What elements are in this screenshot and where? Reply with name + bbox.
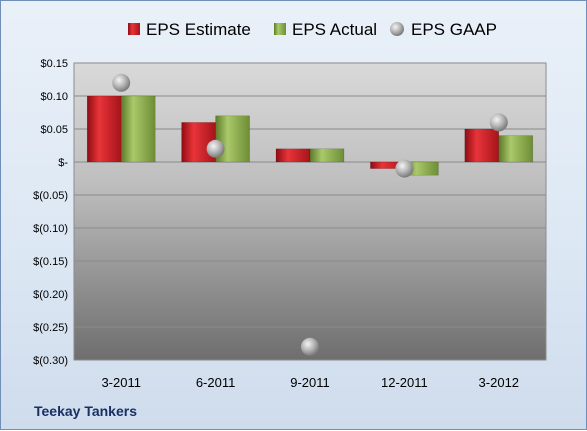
y-axis-ticks: $0.15 $0.10 $0.05 $- $(0.05) $(0.10) $(0.15) $(… [33,58,68,367]
legend-item-estimate: EPS Estimate [128,20,251,39]
x-tick-label: 6-2011 [196,375,236,390]
gaap-markers [112,73,508,356]
legend-label-actual: EPS Actual [292,20,377,39]
gaap-marker [301,337,319,356]
legend-swatch-gaap [390,22,404,36]
legend-swatch-estimate [128,23,140,35]
legend-label-estimate: EPS Estimate [146,20,251,39]
y-tick-label: $0.05 [40,124,68,136]
y-tick-label: $(0.10) [33,223,68,235]
y-tick-label: $0.15 [40,58,68,70]
legend-item-actual: EPS Actual [274,20,377,39]
y-tick-label: $(0.30) [33,355,68,367]
y-tick-label: $(0.15) [33,256,68,268]
x-tick-label: 3-2012 [479,375,519,390]
x-axis-ticks: 3-2011 6-2011 9-2011 12-2011 3-2012 [101,375,519,390]
actual-bar [309,148,345,163]
y-tick-label: $(0.25) [33,322,68,334]
legend-swatch-actual [274,23,286,35]
gaap-marker [395,159,414,178]
actual-bar [120,95,156,163]
y-tick-label: $(0.20) [33,289,68,301]
y-tick-label: $- [58,157,68,169]
gaap-marker [112,73,131,92]
company-name: Teekay Tankers [34,403,137,419]
estimate-bar [275,148,311,163]
x-tick-label: 9-2011 [290,375,330,390]
y-tick-label: $0.10 [40,91,68,103]
legend-label-gaap: EPS GAAP [411,20,497,39]
bars [86,95,534,176]
y-tick-label: $(0.05) [33,190,68,202]
x-tick-label: 3-2011 [101,375,141,390]
legend-item-gaap: EPS GAAP [390,20,497,39]
gaap-marker [206,139,225,158]
actual-bar [498,135,534,163]
gaap-marker [489,113,508,132]
estimate-bar [464,128,500,163]
estimate-bar [86,95,122,163]
legend: EPS Estimate EPS Actual EPS GAAP [128,20,497,39]
x-tick-label: 12-2011 [381,375,428,390]
